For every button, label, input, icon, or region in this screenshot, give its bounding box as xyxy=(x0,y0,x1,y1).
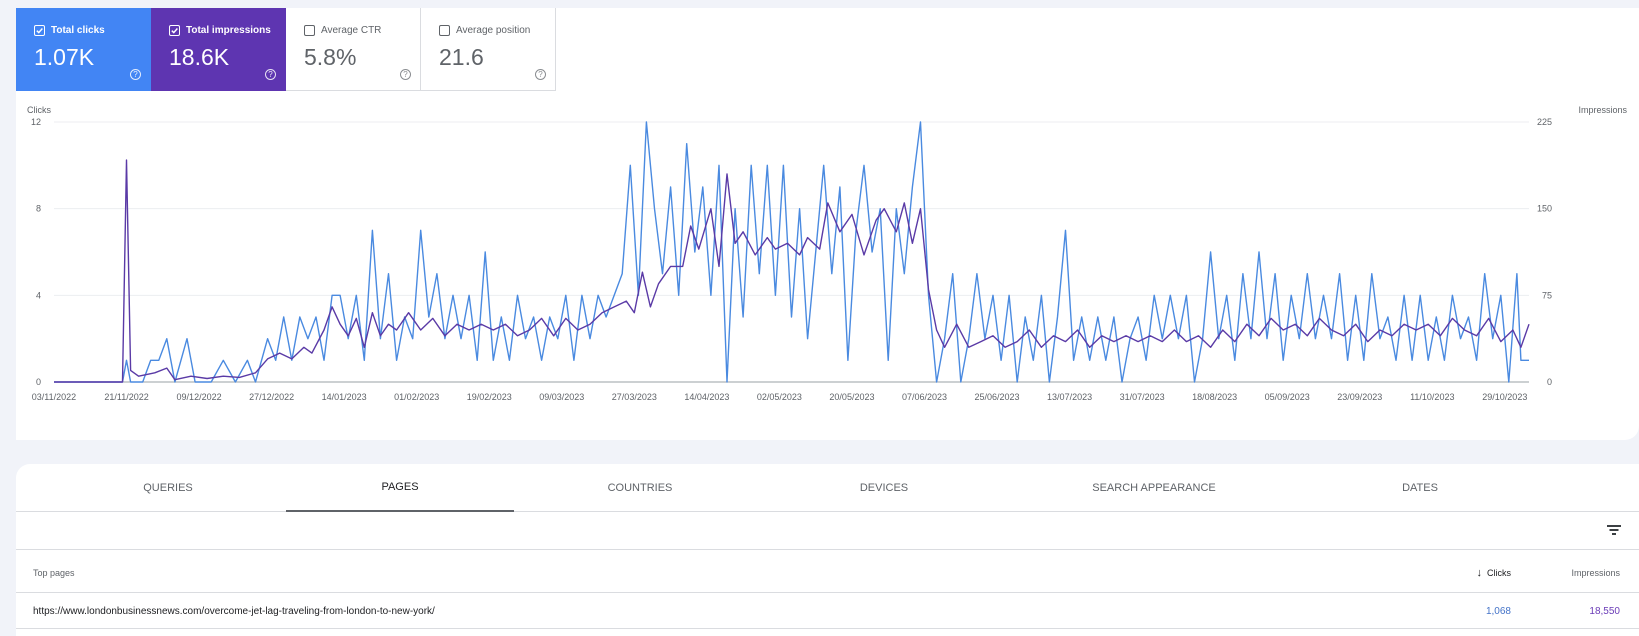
help-icon[interactable]: ? xyxy=(535,69,546,80)
chart-svg: 0 0 4 75 8 150 12 225 03/11/2022 21/11/2022 09/12/… xyxy=(31,117,1552,402)
metric-label: Average position xyxy=(456,25,531,36)
x-tick-label: 09/03/2023 xyxy=(539,392,584,402)
x-tick-label: 31/07/2023 xyxy=(1120,392,1165,402)
metric-label: Total clicks xyxy=(51,25,105,36)
x-tick-label: 02/05/2023 xyxy=(757,392,802,402)
x-tick-label: 07/06/2023 xyxy=(902,392,947,402)
x-tick-label: 27/03/2023 xyxy=(612,392,657,402)
dimension-tabs: QUERIES PAGES COUNTRIES DEVICES SEARCH A… xyxy=(16,464,1639,512)
x-tick-label: 27/12/2022 xyxy=(249,392,294,402)
x-tick-label: 20/05/2023 xyxy=(829,392,874,402)
metric-card-average-position[interactable]: Average position 21.6 ? xyxy=(421,8,556,91)
checkbox-empty-icon[interactable] xyxy=(439,25,450,36)
y-right-tick-label: 0 xyxy=(1547,377,1552,387)
checkbox-empty-icon[interactable] xyxy=(304,25,315,36)
column-header-clicks-label: Clicks xyxy=(1487,568,1511,578)
filter-icon[interactable] xyxy=(1607,524,1621,536)
tab-dates[interactable]: DATES xyxy=(1402,482,1438,494)
x-tick-label: 14/04/2023 xyxy=(684,392,729,402)
metric-card-total-impressions[interactable]: Total impressions 18.6K ? xyxy=(151,8,286,91)
x-tick-label: 18/08/2023 xyxy=(1192,392,1237,402)
x-tick-label: 29/10/2023 xyxy=(1482,392,1527,402)
tab-pages[interactable]: PAGES xyxy=(286,464,514,512)
tab-queries[interactable]: QUERIES xyxy=(143,482,193,494)
row-impressions: 18,550 xyxy=(1589,606,1620,617)
tab-search-appearance[interactable]: SEARCH APPEARANCE xyxy=(1092,482,1216,494)
column-header-impressions[interactable]: Impressions xyxy=(1571,568,1620,578)
table-row[interactable]: https://www.londonbusinessnews.com/overc… xyxy=(16,593,1639,629)
y-left-tick-label: 8 xyxy=(36,204,41,214)
series-line-clicks xyxy=(54,121,1529,383)
y-axis-left-title: Clicks xyxy=(27,105,51,115)
tab-devices[interactable]: DEVICES xyxy=(859,482,909,494)
metric-value: 21.6 xyxy=(439,44,484,70)
tab-countries[interactable]: COUNTRIES xyxy=(607,482,673,494)
performance-card: Total clicks 1.07K ? Total impressions 1… xyxy=(16,8,1639,440)
help-icon[interactable]: ? xyxy=(400,69,411,80)
x-tick-label: 25/06/2023 xyxy=(975,392,1020,402)
x-tick-label: 05/09/2023 xyxy=(1265,392,1310,402)
metric-value: 18.6K xyxy=(169,44,230,70)
series-line-impressions xyxy=(54,159,1530,383)
x-tick-label: 11/10/2023 xyxy=(1410,392,1454,402)
metric-label: Total impressions xyxy=(186,25,271,36)
metric-cards: Total clicks 1.07K ? Total impressions 1… xyxy=(16,8,556,91)
x-tick-label: 14/01/2023 xyxy=(322,392,367,402)
column-header-clicks[interactable]: ↓ Clicks xyxy=(1477,567,1512,579)
y-right-tick-label: 225 xyxy=(1537,117,1552,127)
column-header-top-pages: Top pages xyxy=(33,568,75,578)
x-tick-label: 21/11/2022 xyxy=(104,392,148,402)
help-icon[interactable]: ? xyxy=(130,69,141,80)
x-tick-label: 03/11/2022 xyxy=(32,392,76,402)
metric-label: Average CTR xyxy=(321,25,382,36)
page-url[interactable]: https://www.londonbusinessnews.com/overc… xyxy=(33,606,435,617)
row-clicks: 1,068 xyxy=(1485,606,1511,617)
y-left-tick-label: 4 xyxy=(36,290,41,300)
y-left-tick-label: 0 xyxy=(36,377,41,387)
checkbox-check-icon[interactable] xyxy=(34,25,45,36)
x-tick-label: 13/07/2023 xyxy=(1047,392,1092,402)
metric-value: 1.07K xyxy=(34,44,95,70)
results-table-card: QUERIES PAGES COUNTRIES DEVICES SEARCH A… xyxy=(16,464,1639,636)
y-right-tick-label: 75 xyxy=(1542,290,1552,300)
x-tick-label: 23/09/2023 xyxy=(1337,392,1382,402)
x-tick-label: 01/02/2023 xyxy=(394,392,439,402)
x-tick-label: 09/12/2022 xyxy=(177,392,222,402)
arrow-down-icon: ↓ xyxy=(1476,567,1483,579)
y-left-tick-label: 12 xyxy=(31,117,41,127)
table-header: Top pages ↓ Clicks Impressions xyxy=(16,550,1639,593)
x-tick-label: 19/02/2023 xyxy=(467,392,512,402)
y-right-tick-label: 150 xyxy=(1537,204,1552,214)
metric-card-total-clicks[interactable]: Total clicks 1.07K ? xyxy=(16,8,151,91)
checkbox-check-icon[interactable] xyxy=(169,25,180,36)
help-icon[interactable]: ? xyxy=(265,69,276,80)
filter-row xyxy=(16,512,1639,550)
performance-chart[interactable]: 0 0 4 75 8 150 12 225 03/11/2022 21/11/2022 09/12/… xyxy=(16,108,1639,418)
y-axis-right-title: Impressions xyxy=(1578,105,1627,115)
metric-value: 5.8% xyxy=(304,44,357,70)
metric-card-average-ctr[interactable]: Average CTR 5.8% ? xyxy=(286,8,421,91)
